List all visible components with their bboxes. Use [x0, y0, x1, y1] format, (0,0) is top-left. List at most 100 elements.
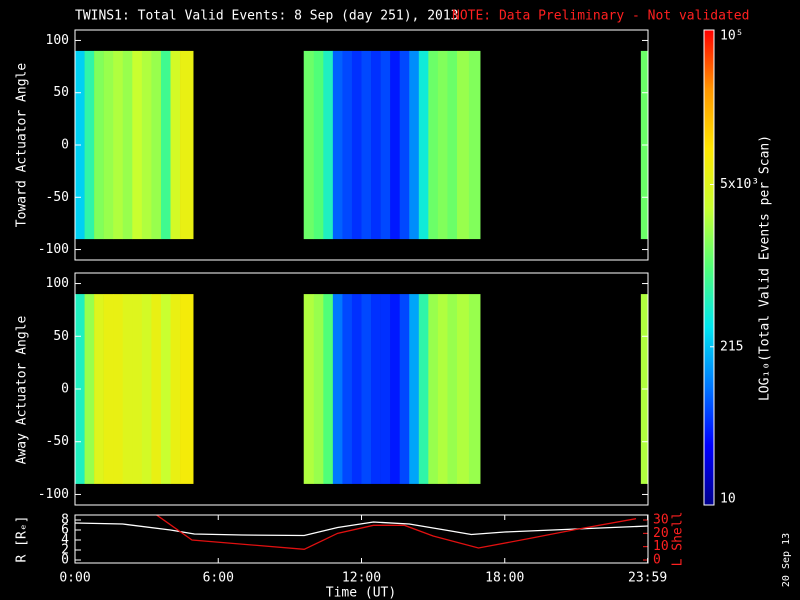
heatmap-cell: [160, 294, 171, 484]
colorbar-tick-label: 10⁵: [720, 29, 743, 44]
heatmap-cell: [409, 294, 420, 484]
heatmap-cell: [399, 50, 410, 240]
plot-frame: [74, 272, 649, 506]
heatmap-cell: [380, 50, 391, 240]
data-line: [155, 515, 637, 550]
y-tick-label: 50: [53, 85, 69, 100]
heatmap-cell: [380, 294, 391, 484]
plot-frame: [74, 29, 649, 261]
y-tick-label: 6: [61, 523, 69, 538]
heatmap-cell: [94, 50, 104, 240]
heatmap-cell: [122, 50, 133, 240]
y-tick-label: 0: [61, 553, 69, 568]
heatmap-cell: [371, 50, 381, 240]
heatmap-cell: [103, 50, 114, 240]
heatmap-cell: [132, 50, 143, 240]
heatmap-cell: [399, 294, 410, 484]
heatmap-cell: [303, 50, 315, 240]
heatmap-cell: [170, 294, 181, 484]
heatmap-cell: [468, 50, 481, 240]
x-tick-label: 12:00: [342, 571, 381, 586]
heatmap-cell: [428, 50, 439, 240]
heatmap-cell: [332, 294, 343, 484]
y-tick-label: -50: [46, 190, 69, 205]
heatmap-cell: [361, 294, 372, 484]
date-stamp: 20 Sep 13: [781, 533, 792, 587]
heatmap-cell: [437, 294, 448, 484]
heatmap-cell: [180, 50, 194, 240]
heatmap-cell: [332, 50, 343, 240]
heatmap-cell: [151, 50, 162, 240]
heatmap-cell: [170, 50, 181, 240]
heatmap-cell: [103, 294, 114, 484]
colorbar-frame: [703, 29, 715, 506]
heatmap-cell: [351, 294, 362, 484]
y-tick-label: 50: [53, 329, 69, 344]
heatmap-cell: [303, 294, 315, 484]
y-tick-label: -100: [38, 487, 69, 502]
x-tick-label: 0:00: [59, 571, 90, 586]
colorbar: [704, 30, 714, 505]
heatmap-cell: [84, 294, 95, 484]
colorbar-tick-label: 10: [720, 492, 736, 507]
heatmap-cell: [113, 294, 124, 484]
y-tick-label: 4: [61, 533, 69, 548]
y-tick-label: 100: [46, 276, 69, 291]
heatmap-cell: [160, 50, 171, 240]
x-tick-label: 23:59: [628, 571, 667, 586]
heatmap-cell: [141, 294, 152, 484]
y-axis-label: Away Actuator Angle: [15, 315, 30, 464]
y2-axis-label: L Shell: [671, 512, 686, 567]
heatmap-cell: [418, 294, 429, 484]
heatmap-cell: [418, 50, 429, 240]
heatmap-cell: [122, 294, 133, 484]
heatmap-cell: [457, 294, 470, 484]
x-tick-label: 6:00: [203, 571, 234, 586]
heatmap-cell: [428, 294, 439, 484]
y2-tick-label: 10: [653, 539, 669, 554]
heatmap-cell: [84, 50, 95, 240]
colorbar-tick-label: 5x10³: [720, 177, 759, 192]
heatmap-cell: [313, 294, 324, 484]
chart-title: TWINS1: Total Valid Events: 8 Sep (day 2…: [75, 9, 459, 24]
heatmap-cell: [180, 294, 194, 484]
plot-area: [75, 515, 648, 550]
heatmap-cell: [132, 294, 143, 484]
heatmap-cell: [371, 294, 381, 484]
y-axis-label: Toward Actuator Angle: [15, 63, 30, 228]
heatmap-cell: [342, 50, 353, 240]
heatmap-cell: [447, 50, 458, 240]
heatmap-cell: [94, 294, 104, 484]
heatmap-cell: [447, 294, 458, 484]
colorbar-label: LOG₁₀(Total Valid Events per Scan): [758, 135, 773, 401]
plot-area: [75, 294, 648, 484]
heatmap-cell: [151, 294, 162, 484]
x-axis-label: Time (UT): [326, 586, 396, 600]
y-tick-label: 100: [46, 33, 69, 48]
note: NOTE: Data Preliminary - Not validated: [452, 9, 749, 24]
heatmap-cell: [361, 50, 372, 240]
heatmap-cell: [468, 294, 481, 484]
y-axis-label: R [Rₑ]: [15, 516, 30, 563]
x-tick-label: 18:00: [485, 571, 524, 586]
plot-area: [75, 50, 648, 240]
y2-tick-label: 0: [653, 553, 661, 568]
colorbar-tick-label: 215: [720, 339, 743, 354]
y-tick-label: 2: [61, 543, 69, 558]
heatmap-cell: [351, 50, 362, 240]
data-line: [75, 521, 648, 537]
y2-tick-label: 20: [653, 526, 669, 541]
y-tick-label: -100: [38, 242, 69, 257]
plot-frame: [74, 514, 649, 564]
heatmap-cell: [113, 50, 124, 240]
heatmap-cell: [457, 50, 470, 240]
y-tick-label: 0: [61, 382, 69, 397]
heatmap-cell: [141, 50, 152, 240]
heatmap-cell: [390, 50, 400, 240]
heatmap-cell: [409, 50, 420, 240]
heatmap-cell: [323, 50, 334, 240]
y2-tick-label: 30: [653, 513, 669, 528]
heatmap-cell: [437, 50, 448, 240]
y-tick-label: 0: [61, 138, 69, 153]
